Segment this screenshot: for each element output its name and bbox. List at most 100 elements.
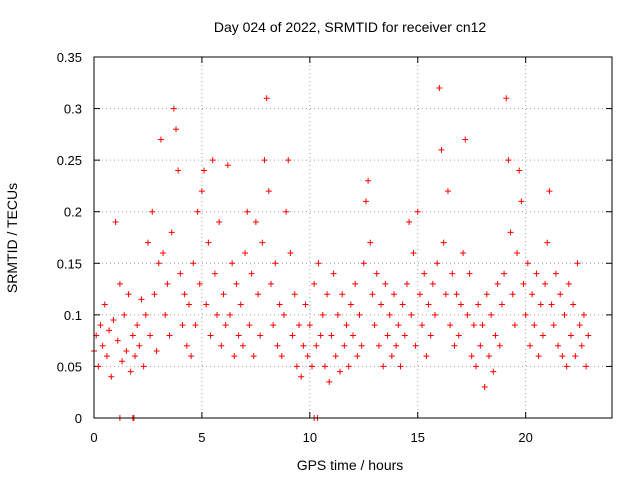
y-tick-label: 0.05	[57, 359, 82, 374]
data-point	[442, 291, 449, 298]
data-point	[384, 332, 391, 339]
data-point	[477, 342, 484, 349]
data-point	[144, 239, 151, 246]
data-point	[455, 332, 462, 339]
data-point	[190, 260, 197, 267]
data-point	[267, 280, 274, 287]
data-point	[490, 368, 497, 375]
data-point	[347, 301, 354, 308]
data-point	[119, 358, 126, 365]
data-point	[539, 332, 546, 339]
data-point	[179, 322, 186, 329]
data-point	[332, 353, 339, 360]
data-point	[166, 332, 173, 339]
x-tick-label: 15	[411, 430, 425, 445]
data-point	[488, 311, 495, 318]
data-point	[214, 311, 221, 318]
data-point	[529, 291, 536, 298]
data-point	[276, 301, 283, 308]
data-point	[414, 208, 421, 215]
data-point	[151, 291, 158, 298]
data-point	[453, 291, 460, 298]
data-point	[95, 363, 102, 370]
data-point	[220, 291, 227, 298]
y-axis-ticks: 0 0.05 0.1 0.15 0.2 0.25 0.3 0.35	[57, 50, 612, 426]
data-point	[248, 270, 255, 277]
data-point	[365, 177, 372, 184]
data-point	[561, 311, 568, 318]
data-point	[125, 291, 132, 298]
data-point	[533, 270, 540, 277]
data-point	[481, 384, 488, 391]
data-point	[291, 291, 298, 298]
grid-lines	[94, 57, 612, 418]
y-tick-label: 0.3	[64, 102, 82, 117]
data-point	[509, 291, 516, 298]
x-axis-ticks: 0 5 10 15 20	[90, 57, 533, 445]
data-point	[140, 363, 147, 370]
data-point	[548, 301, 555, 308]
data-point	[559, 353, 566, 360]
data-point	[563, 363, 570, 370]
data-point	[419, 322, 426, 329]
data-point	[293, 363, 300, 370]
data-point	[352, 280, 359, 287]
data-point	[157, 136, 164, 143]
data-points	[91, 84, 592, 421]
data-point	[162, 311, 169, 318]
data-point	[183, 342, 190, 349]
data-point	[246, 322, 253, 329]
data-point	[278, 353, 285, 360]
data-point	[369, 291, 376, 298]
data-point	[429, 280, 436, 287]
data-point	[160, 249, 167, 256]
data-point	[496, 342, 503, 349]
data-point	[233, 280, 240, 287]
data-point	[218, 342, 225, 349]
data-point	[410, 249, 417, 256]
data-point	[557, 291, 564, 298]
data-point	[173, 126, 180, 133]
data-point	[257, 332, 264, 339]
data-point	[201, 167, 208, 174]
data-point	[123, 347, 130, 354]
data-point	[522, 311, 529, 318]
data-point	[330, 270, 337, 277]
data-point	[99, 342, 106, 349]
data-point	[289, 332, 296, 339]
data-point	[375, 342, 382, 349]
data-point	[112, 219, 119, 226]
data-point	[306, 322, 313, 329]
data-point	[242, 249, 249, 256]
data-point	[136, 342, 143, 349]
data-point	[485, 353, 492, 360]
data-point	[198, 188, 205, 195]
data-point	[147, 332, 154, 339]
data-point	[514, 249, 521, 256]
data-point	[416, 291, 423, 298]
data-point	[479, 322, 486, 329]
data-point	[300, 342, 307, 349]
data-point	[345, 363, 352, 370]
data-point	[170, 105, 177, 112]
data-point	[421, 270, 428, 277]
data-point	[498, 301, 505, 308]
y-tick-label: 0.1	[64, 308, 82, 323]
data-point	[155, 260, 162, 267]
data-point	[358, 342, 365, 349]
data-point	[185, 301, 192, 308]
data-point	[462, 136, 469, 143]
data-point	[341, 342, 348, 349]
data-point	[371, 322, 378, 329]
data-point	[317, 332, 324, 339]
data-point	[304, 353, 311, 360]
data-point	[466, 270, 473, 277]
data-point	[103, 353, 110, 360]
data-point	[252, 219, 259, 226]
data-point	[373, 270, 380, 277]
data-point	[192, 322, 199, 329]
data-point	[211, 270, 218, 277]
data-point	[216, 219, 223, 226]
data-point	[475, 301, 482, 308]
data-point	[388, 353, 395, 360]
